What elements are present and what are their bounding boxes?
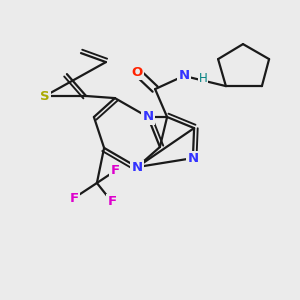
Text: H: H	[199, 71, 208, 85]
Text: N: N	[142, 110, 154, 124]
Text: S: S	[40, 89, 50, 103]
Text: F: F	[107, 195, 116, 208]
Text: O: O	[131, 65, 143, 79]
Text: N: N	[131, 160, 143, 174]
Text: N: N	[187, 152, 199, 165]
Text: F: F	[110, 164, 119, 178]
Text: F: F	[70, 191, 79, 205]
Text: N: N	[178, 69, 190, 82]
